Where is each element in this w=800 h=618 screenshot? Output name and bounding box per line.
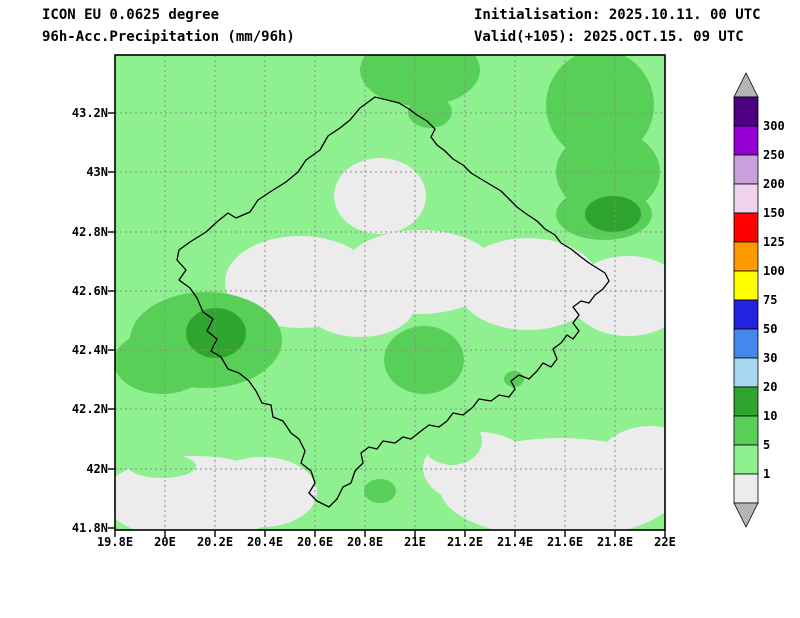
colorbar-segment bbox=[733, 386, 759, 417]
colorbar-tick-label: 200 bbox=[763, 177, 785, 191]
grid-lines bbox=[115, 55, 665, 530]
kosovo-border-outline bbox=[176, 96, 610, 508]
colorbar bbox=[733, 72, 759, 528]
precip-region-5-10 bbox=[115, 330, 210, 394]
y-tick-label: 41.8N bbox=[71, 521, 108, 535]
colorbar-segment bbox=[733, 96, 759, 127]
x-tick-label: 20.6E bbox=[296, 535, 334, 549]
colorbar-segment bbox=[733, 212, 759, 243]
x-tick-label: 21.4E bbox=[496, 535, 534, 549]
precip-region-5-10 bbox=[384, 326, 464, 394]
precip-region-below1 bbox=[570, 256, 665, 336]
colorbar-segment bbox=[733, 183, 759, 214]
colorbar-tick-label: 125 bbox=[763, 235, 785, 249]
precip-region-1-5 bbox=[128, 454, 196, 478]
colorbar-segment bbox=[733, 270, 759, 301]
precip-region-1-5 bbox=[422, 417, 482, 465]
x-tick-label: 21E bbox=[404, 535, 426, 549]
y-tick-label: 43.2N bbox=[71, 106, 108, 120]
colorbar-segment bbox=[733, 328, 759, 359]
axis-ticks bbox=[108, 112, 666, 537]
colorbar-segment bbox=[733, 415, 759, 446]
colorbar-tick-label: 150 bbox=[763, 206, 785, 220]
y-tick-label: 43N bbox=[86, 165, 108, 179]
colorbar-segment bbox=[733, 299, 759, 330]
colorbar-segment bbox=[733, 473, 759, 504]
x-tick-label: 21.8E bbox=[596, 535, 634, 549]
y-tick-label: 42.4N bbox=[71, 343, 108, 357]
colorbar-arrow-down-icon bbox=[733, 502, 759, 528]
initialisation-time: Initialisation: 2025.10.11. 00 UTC bbox=[474, 7, 761, 23]
valid-time: Valid(+105): 2025.OCT.15. 09 UTC bbox=[474, 29, 744, 45]
colorbar-tick-label: 20 bbox=[763, 380, 778, 394]
colorbar-segment bbox=[733, 125, 759, 156]
colorbar-segment bbox=[733, 241, 759, 272]
y-tick-label: 42.2N bbox=[71, 402, 108, 416]
precip-region-below1 bbox=[595, 426, 665, 510]
x-tick-label: 20.8E bbox=[346, 535, 384, 549]
precip-field bbox=[115, 55, 665, 530]
precip-region-10-20 bbox=[186, 308, 246, 358]
precip-region-5-10 bbox=[360, 55, 480, 106]
colorbar-tick-label: 250 bbox=[763, 148, 785, 162]
x-tick-label: 20E bbox=[154, 535, 176, 549]
colorbar-tick-label: 10 bbox=[763, 409, 778, 423]
colorbar-tick-label: 30 bbox=[763, 351, 778, 365]
y-tick-label: 42.6N bbox=[71, 284, 108, 298]
colorbar-arrow-up-icon bbox=[733, 72, 759, 98]
colorbar-tick-label: 5 bbox=[763, 438, 771, 452]
x-tick-label: 20.4E bbox=[246, 535, 284, 549]
colorbar-segment bbox=[733, 154, 759, 185]
precip-region-5-10 bbox=[364, 479, 396, 503]
colorbar-tick-label: 50 bbox=[763, 322, 778, 336]
x-tick-label: 21.6E bbox=[546, 535, 584, 549]
product-title: 96h-Acc.Precipitation (mm/96h) bbox=[42, 29, 295, 45]
precip-region-5-10 bbox=[408, 96, 452, 128]
x-tick-label: 19.8E bbox=[96, 535, 134, 549]
colorbar-segment bbox=[733, 444, 759, 475]
x-tick-label: 21.2E bbox=[446, 535, 484, 549]
precip-region-below1 bbox=[456, 238, 600, 330]
precip-region-10-20 bbox=[585, 196, 641, 232]
precip-region-below1 bbox=[305, 273, 415, 337]
precip-region-below1 bbox=[207, 457, 317, 527]
colorbar-tick-label: 75 bbox=[763, 293, 778, 307]
map-frame bbox=[114, 54, 666, 531]
x-tick-label: 20.2E bbox=[196, 535, 234, 549]
colorbar-tick-label: 300 bbox=[763, 119, 785, 133]
model-title: ICON EU 0.0625 degree bbox=[42, 7, 220, 23]
precip-region-below1 bbox=[334, 158, 426, 234]
x-tick-label: 22E bbox=[654, 535, 676, 549]
y-tick-label: 42N bbox=[86, 462, 108, 476]
y-tick-label: 42.8N bbox=[71, 225, 108, 239]
colorbar-tick-label: 1 bbox=[763, 467, 771, 481]
colorbar-tick-label: 100 bbox=[763, 264, 785, 278]
colorbar-segment bbox=[733, 357, 759, 388]
